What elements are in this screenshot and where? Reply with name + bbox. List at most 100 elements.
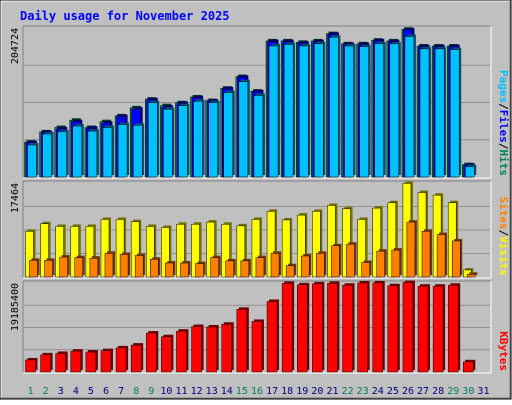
bar-sites-day-24 <box>376 250 385 278</box>
bar-sites-day-28 <box>436 234 446 278</box>
bar-kbytes-day-7 <box>115 347 127 373</box>
bar-sites-day-11 <box>180 262 189 278</box>
bar-sites-day-27 <box>421 230 431 278</box>
x-tick-label-day-17: 17 <box>266 386 278 397</box>
legend-kbytes: KBytes <box>497 331 510 371</box>
bar-sites-day-19 <box>300 255 310 278</box>
bar-pages-day-20 <box>314 43 324 178</box>
bar-kbytes-day-23 <box>357 282 368 373</box>
bar-kbytes-day-11 <box>176 330 187 373</box>
x-tick-label-day-10: 10 <box>160 386 172 397</box>
x-tick-label-day-7: 7 <box>118 386 124 397</box>
bar-pages-day-28 <box>434 48 445 178</box>
x-tick-label-day-24: 24 <box>372 386 384 397</box>
bar-kbytes-day-22 <box>342 285 353 373</box>
bar-pages-day-7 <box>117 124 128 178</box>
bar-pages-day-4 <box>72 125 83 178</box>
legend-entry-hits: Hits <box>497 150 510 177</box>
x-tick-label-day-21: 21 <box>326 386 338 397</box>
x-tick-label-day-25: 25 <box>387 386 399 397</box>
bar-kbytes-day-2 <box>40 354 51 373</box>
bar-sites-shadow-30 <box>469 272 478 275</box>
bar-pages-day-14 <box>223 92 234 178</box>
bar-pages-day-21 <box>329 37 339 178</box>
x-tick-label-day-1: 1 <box>28 386 34 397</box>
legend-entry-kbytes: KBytes <box>497 331 510 371</box>
bar-kbytes-day-19 <box>296 284 308 373</box>
bar-sites-day-14 <box>225 260 235 278</box>
x-tick-label-day-28: 28 <box>432 386 444 397</box>
bar-pages-day-19 <box>298 45 309 178</box>
bar-sites-day-4 <box>74 257 84 278</box>
bar-kbytes-day-30 <box>463 361 474 373</box>
bar-sites-day-23 <box>361 262 370 278</box>
bar-sites-day-6 <box>104 253 114 278</box>
bar-kbytes-day-10 <box>161 336 172 373</box>
x-tick-label-day-5: 5 <box>88 386 94 397</box>
bar-pages-day-1 <box>27 144 37 178</box>
bar-kbytes-day-13 <box>206 326 217 373</box>
panel-kbytes: 19185400 KBytes <box>10 280 510 374</box>
panel-hits-files-pages: 204724 Pages/Files/Hits <box>10 25 510 179</box>
bar-pages-day-9 <box>148 102 158 178</box>
bar-pages-day-15 <box>238 81 249 178</box>
x-tick-label-day-19: 19 <box>296 386 308 397</box>
bar-kbytes-day-5 <box>85 351 97 373</box>
bar-kbytes-day-20 <box>312 283 323 373</box>
bar-pages-day-3 <box>57 131 67 178</box>
bar-sites-day-9 <box>150 258 159 278</box>
bar-kbytes-day-4 <box>70 350 82 373</box>
bar-sites-day-25 <box>391 249 401 278</box>
bar-pages-day-6 <box>102 127 113 178</box>
panel-visits-sites: 17464 Sites/Visits <box>10 180 510 279</box>
bar-kbytes-day-12 <box>191 326 202 373</box>
x-tick-label-day-30: 30 <box>462 386 474 397</box>
bar-sites-day-2 <box>44 260 53 278</box>
bar-pages-day-24 <box>374 43 384 178</box>
bar-pages-day-30 <box>465 166 475 178</box>
bar-sites-day-3 <box>59 256 68 278</box>
x-tick-label-day-20: 20 <box>311 386 323 397</box>
bar-kbytes-day-26 <box>402 282 414 373</box>
bar-kbytes-day-28 <box>432 285 444 373</box>
x-tick-label-day-14: 14 <box>221 386 233 397</box>
x-tick-labels: 1 2 3 4 5 6 7 8 9 10 11 12 13 14 15 16 17 18 19 20 21 22 23 24 2… <box>28 386 490 397</box>
legend-entry-visits: Visits <box>497 236 510 276</box>
legend-separator: / <box>497 230 510 237</box>
bar-pages-day-22 <box>344 45 354 178</box>
bar-pages-day-8 <box>132 125 143 178</box>
bar-pages-day-13 <box>208 102 218 178</box>
bar-kbytes-day-15 <box>236 309 248 373</box>
bar-kbytes-day-1 <box>25 359 36 373</box>
x-tick-label-day-26: 26 <box>402 386 414 397</box>
x-tick-label-day-12: 12 <box>191 386 203 397</box>
bar-pages-day-10 <box>163 109 173 178</box>
x-tick-label-day-31: 31 <box>477 386 489 397</box>
bar-kbytes-day-17 <box>266 301 278 373</box>
bar-kbytes-day-14 <box>221 323 233 373</box>
bar-pages-day-23 <box>359 46 369 178</box>
bar-kbytes-day-25 <box>387 285 399 373</box>
x-tick-label-day-3: 3 <box>58 386 64 397</box>
bar-pages-day-18 <box>283 44 294 178</box>
bar-sites-day-16 <box>255 257 265 278</box>
bar-kbytes-day-8 <box>130 344 142 373</box>
bar-sites-day-18 <box>285 265 295 278</box>
chart-title: Daily usage for November 2025 <box>20 9 230 23</box>
bar-pages-day-12 <box>193 101 203 178</box>
y-tick-label: 204724 <box>10 28 21 64</box>
legend-hits-files-pages: Pages/Files/Hits <box>497 70 510 176</box>
x-tick-label-day-15: 15 <box>236 386 248 397</box>
bar-pages-day-27 <box>419 48 430 178</box>
bar-pages-day-2 <box>42 133 52 178</box>
bar-sites-day-12 <box>195 263 204 278</box>
bar-pages-day-29 <box>449 49 460 178</box>
y-tick-label: 17464 <box>10 183 21 213</box>
bar-sites-day-15 <box>240 260 250 278</box>
bar-sites-day-1 <box>29 260 38 278</box>
legend-entry-sites: Sites <box>497 197 510 230</box>
bar-sites-day-21 <box>331 245 340 278</box>
x-tick-label-day-27: 27 <box>417 386 429 397</box>
